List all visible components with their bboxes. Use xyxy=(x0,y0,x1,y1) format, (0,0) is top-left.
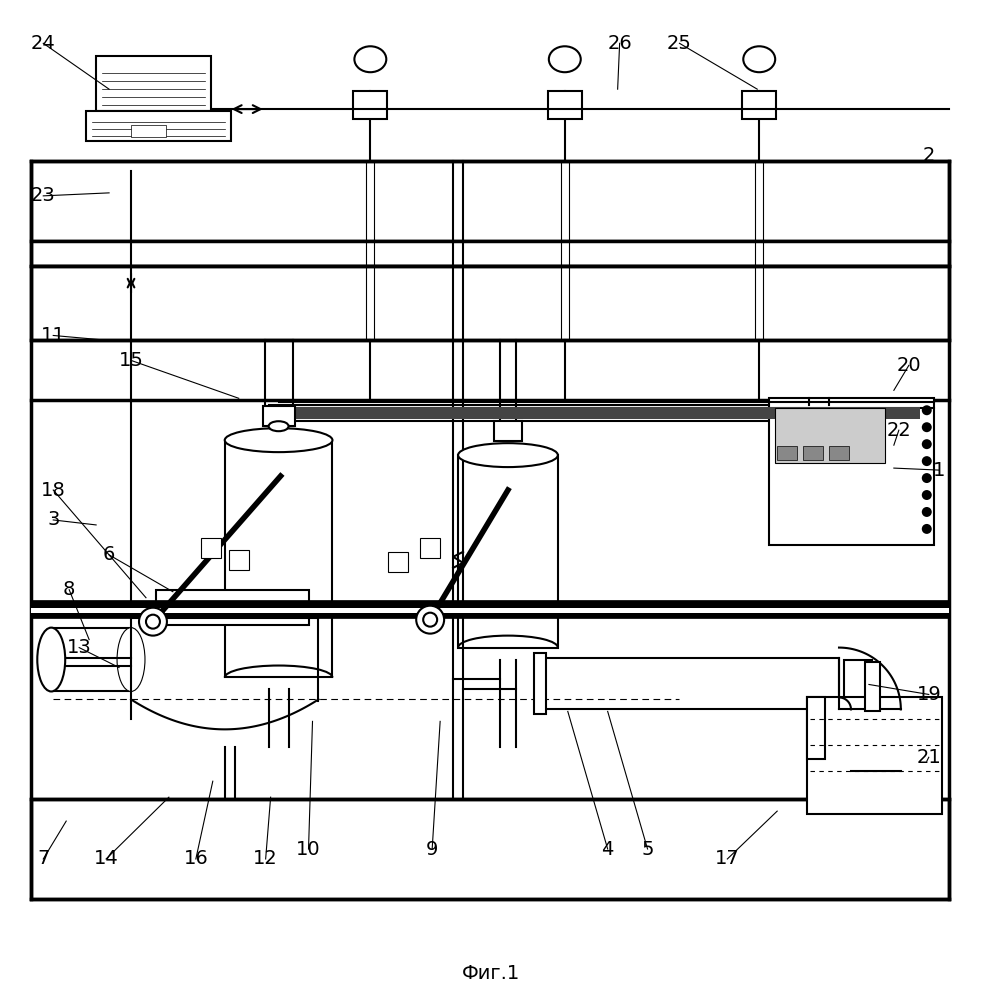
Text: 3: 3 xyxy=(47,510,59,529)
Bar xyxy=(844,660,872,714)
Text: 23: 23 xyxy=(30,186,56,205)
Ellipse shape xyxy=(549,46,581,72)
Circle shape xyxy=(922,405,932,415)
Bar xyxy=(770,398,934,545)
Text: 19: 19 xyxy=(916,685,941,704)
Bar xyxy=(131,125,166,137)
Bar xyxy=(807,697,942,814)
Ellipse shape xyxy=(355,46,386,72)
Bar xyxy=(807,697,825,759)
Text: 13: 13 xyxy=(67,638,91,657)
Bar xyxy=(270,407,920,419)
Text: 26: 26 xyxy=(607,34,632,53)
Bar xyxy=(31,799,949,899)
Text: 10: 10 xyxy=(296,840,320,859)
Bar xyxy=(31,266,949,340)
Text: 14: 14 xyxy=(93,849,119,868)
Text: 25: 25 xyxy=(667,34,692,53)
Text: 1: 1 xyxy=(933,461,945,480)
Circle shape xyxy=(424,613,437,627)
Text: 11: 11 xyxy=(41,326,66,345)
Bar xyxy=(31,340,949,799)
Circle shape xyxy=(922,507,932,517)
Text: 15: 15 xyxy=(119,351,144,370)
Text: 6: 6 xyxy=(103,545,115,564)
Bar xyxy=(262,406,295,426)
Text: 8: 8 xyxy=(63,580,76,599)
Text: 17: 17 xyxy=(715,849,739,868)
Bar xyxy=(354,91,387,119)
Text: 5: 5 xyxy=(641,840,654,859)
Bar xyxy=(865,662,880,711)
Circle shape xyxy=(922,456,932,466)
Circle shape xyxy=(922,490,932,500)
Bar xyxy=(458,455,557,648)
Bar xyxy=(225,440,332,677)
Text: 21: 21 xyxy=(916,748,941,767)
Bar xyxy=(31,241,949,266)
Bar xyxy=(31,161,949,241)
Bar xyxy=(803,446,823,460)
Bar xyxy=(31,608,949,613)
Circle shape xyxy=(922,439,932,449)
Bar xyxy=(778,446,797,460)
Bar xyxy=(229,550,249,570)
Ellipse shape xyxy=(117,628,145,691)
Bar xyxy=(420,538,440,558)
Circle shape xyxy=(922,422,932,432)
Text: 4: 4 xyxy=(602,840,613,859)
Bar xyxy=(268,405,922,421)
Bar xyxy=(51,628,131,691)
Bar xyxy=(742,91,777,119)
Bar xyxy=(534,653,546,714)
Text: 22: 22 xyxy=(887,421,911,440)
Bar xyxy=(548,91,582,119)
Bar xyxy=(829,446,849,460)
Bar xyxy=(96,56,210,111)
Circle shape xyxy=(922,473,932,483)
Text: 2: 2 xyxy=(923,146,935,165)
Bar xyxy=(388,552,408,572)
Bar xyxy=(540,658,839,709)
Bar xyxy=(156,590,309,625)
Text: Фиг.1: Фиг.1 xyxy=(462,964,520,983)
Bar xyxy=(87,111,231,141)
Circle shape xyxy=(922,524,932,534)
Text: 24: 24 xyxy=(30,34,56,53)
Circle shape xyxy=(416,606,444,634)
Text: 16: 16 xyxy=(184,849,208,868)
Bar xyxy=(31,600,949,618)
Ellipse shape xyxy=(225,428,332,452)
Ellipse shape xyxy=(268,421,289,431)
Text: 18: 18 xyxy=(41,481,66,500)
Text: 12: 12 xyxy=(254,849,278,868)
Ellipse shape xyxy=(458,443,557,467)
Text: 7: 7 xyxy=(37,849,49,868)
Text: 20: 20 xyxy=(896,356,921,375)
Text: 9: 9 xyxy=(426,840,438,859)
Bar xyxy=(201,538,221,558)
Circle shape xyxy=(139,608,167,636)
Bar xyxy=(494,421,522,441)
Circle shape xyxy=(146,615,160,629)
Ellipse shape xyxy=(37,628,65,691)
Ellipse shape xyxy=(743,46,776,72)
Bar xyxy=(776,408,885,463)
